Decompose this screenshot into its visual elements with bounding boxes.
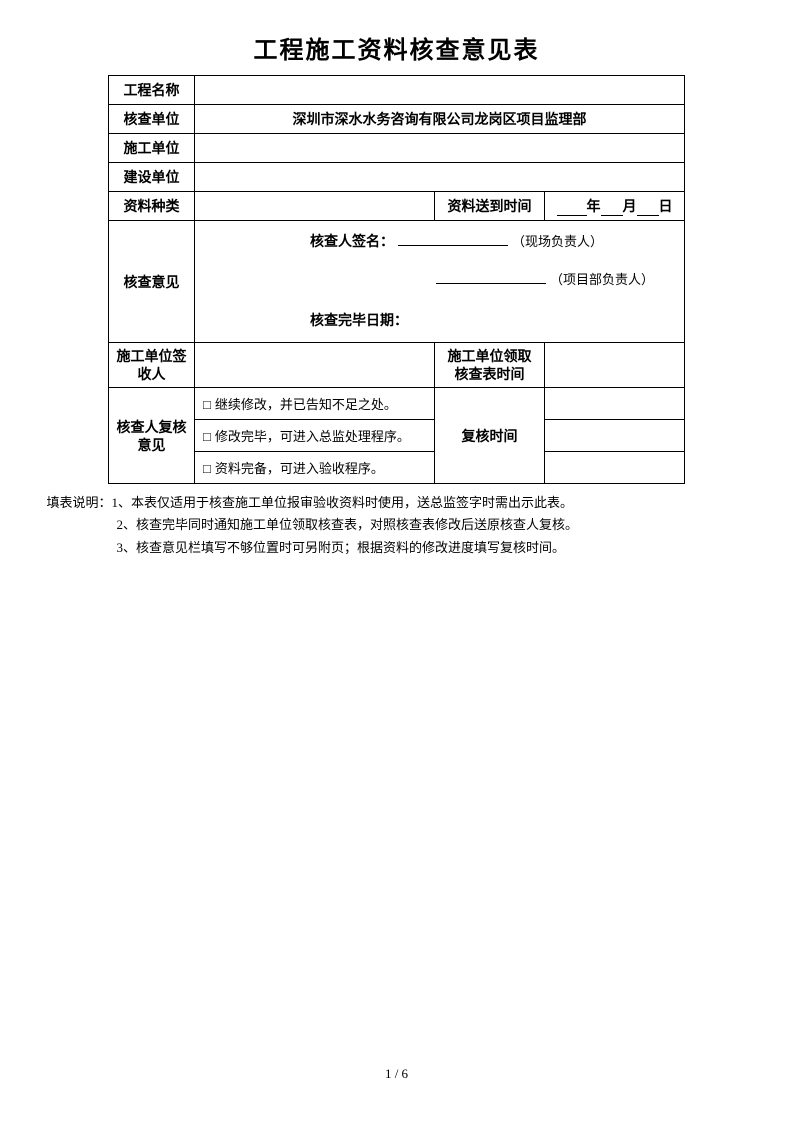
- recheck-opinion-label: 核查人复核意见: [109, 388, 195, 484]
- note-2-text: 2、核查完毕同时通知施工单位领取核查表，对照核查表修改后送原核查人复核。: [117, 514, 747, 536]
- document-title: 工程施工资料核查意见表: [30, 30, 763, 65]
- build-unit-value[interactable]: [195, 163, 685, 192]
- construction-sign-label: 施工单位签收人: [109, 343, 195, 388]
- signature-underline-project[interactable]: [436, 283, 546, 284]
- recheck-time-value-2[interactable]: [545, 420, 685, 452]
- checkbox-icon: □: [203, 397, 211, 412]
- review-opinion-content[interactable]: 核查人签名： （现场负责人） （项目部负责人） 核查完毕日期：: [195, 221, 685, 343]
- checkbox-label-1: 继续修改，并已告知不足之处。: [215, 397, 397, 412]
- note-line-1: 填表说明： 1、本表仅适用于核查施工单位报审验收资料时使用，送总监签字时需出示此…: [47, 492, 747, 514]
- build-unit-label: 建设单位: [109, 163, 195, 192]
- role-site-label: （现场负责人）: [512, 231, 603, 250]
- checkbox-item-3[interactable]: □ 资料完备，可进入验收程序。: [195, 452, 435, 484]
- construction-unit-value[interactable]: [195, 134, 685, 163]
- review-unit-value: 深圳市深水水务咨询有限公司龙岗区项目监理部: [195, 105, 685, 134]
- row-construction-sign: 施工单位签收人 施工单位领取核查表时间: [109, 343, 685, 388]
- arrival-time-label: 资料送到时间: [435, 192, 545, 221]
- construction-pickup-value[interactable]: [545, 343, 685, 388]
- review-opinion-label: 核查意见: [109, 221, 195, 343]
- checkbox-icon: □: [203, 461, 211, 476]
- role-project-label: （项目部负责人）: [550, 269, 654, 288]
- construction-unit-label: 施工单位: [109, 134, 195, 163]
- signature-label: 核查人签名：: [310, 231, 394, 251]
- checkbox-icon: □: [203, 429, 211, 444]
- notes-prefix: 填表说明：: [47, 492, 112, 514]
- note-3-text: 3、核查意见栏填写不够位置时可另附页；根据资料的修改进度填写复核时间。: [117, 537, 747, 559]
- review-form-table: 工程名称 核查单位 深圳市深水水务咨询有限公司龙岗区项目监理部 施工单位 建设单…: [108, 75, 685, 484]
- signature-line-project: （项目部负责人）: [210, 269, 669, 288]
- arrival-year-label: 年: [587, 198, 601, 214]
- material-type-label: 资料种类: [109, 192, 195, 221]
- checkbox-label-2: 修改完毕，可进入总监处理程序。: [215, 429, 410, 444]
- recheck-time-value-1[interactable]: [545, 388, 685, 420]
- signature-block: 核查人签名： （现场负责人） （项目部负责人） 核查完毕日期：: [210, 231, 669, 330]
- construction-pickup-label: 施工单位领取核查表时间: [435, 343, 545, 388]
- row-build-unit: 建设单位: [109, 163, 685, 192]
- signature-underline-site[interactable]: [398, 245, 508, 246]
- checkbox-label-3: 资料完备，可进入验收程序。: [215, 461, 384, 476]
- row-recheck-1: 核查人复核意见 □继续修改，并已告知不足之处。 复核时间: [109, 388, 685, 420]
- note-line-3: 3、核查意见栏填写不够位置时可另附页；根据资料的修改进度填写复核时间。: [47, 537, 747, 559]
- construction-sign-value[interactable]: [195, 343, 435, 388]
- recheck-time-value-3[interactable]: [545, 452, 685, 484]
- row-recheck-2: □ 修改完毕，可进入总监处理程序。: [109, 420, 685, 452]
- material-type-value[interactable]: [195, 192, 435, 221]
- project-name-value[interactable]: [195, 76, 685, 105]
- row-material-type: 资料种类 资料送到时间 年 月 日: [109, 192, 685, 221]
- row-review-opinion: 核查意见 核查人签名： （现场负责人） （项目部负责人） 核查完毕日期：: [109, 221, 685, 343]
- project-name-label: 工程名称: [109, 76, 195, 105]
- row-review-unit: 核查单位 深圳市深水水务咨询有限公司龙岗区项目监理部: [109, 105, 685, 134]
- row-recheck-3: □ 资料完备，可进入验收程序。: [109, 452, 685, 484]
- checkbox-item-1[interactable]: □ 继续修改，并已告知不足之处。: [195, 388, 435, 420]
- checkbox-item-2[interactable]: □ 修改完毕，可进入总监处理程序。: [195, 420, 435, 452]
- notes-block: 填表说明： 1、本表仅适用于核查施工单位报审验收资料时使用，送总监签字时需出示此…: [47, 492, 747, 558]
- review-unit-label: 核查单位: [109, 105, 195, 134]
- page-number: 1 / 6: [0, 1066, 793, 1082]
- note-line-2: 2、核查完毕同时通知施工单位领取核查表，对照核查表修改后送原核查人复核。: [47, 514, 747, 536]
- recheck-time-label: 复核时间: [435, 388, 545, 484]
- arrival-date-field[interactable]: 年月日: [545, 192, 685, 221]
- row-construction-unit: 施工单位: [109, 134, 685, 163]
- signature-line-site: 核查人签名： （现场负责人）: [210, 231, 669, 251]
- arrival-day-label: 日: [659, 198, 673, 214]
- note-1-text: 1、本表仅适用于核查施工单位报审验收资料时使用，送总监签字时需出示此表。: [112, 492, 747, 514]
- arrival-month-label: 月: [623, 198, 637, 214]
- row-project-name: 工程名称: [109, 76, 685, 105]
- complete-date-label: 核查完毕日期：: [210, 310, 669, 330]
